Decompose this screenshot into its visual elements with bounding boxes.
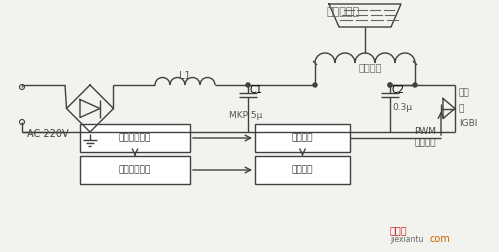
Text: MKP 5μ: MKP 5μ: [230, 110, 262, 119]
Text: 功率: 功率: [459, 88, 470, 98]
Text: PWM: PWM: [414, 127, 436, 136]
Text: 管: 管: [459, 104, 465, 113]
Text: 低压电源电路: 低压电源电路: [119, 134, 151, 142]
Text: 加热线圈: 加热线圈: [358, 62, 382, 72]
Text: com: com: [430, 234, 451, 244]
Text: 显示电路: 显示电路: [292, 166, 313, 174]
Text: IGBI: IGBI: [459, 119, 478, 129]
Text: .: .: [427, 235, 429, 243]
Bar: [80, 124, 190, 152]
Circle shape: [388, 83, 392, 87]
Bar: [255, 124, 350, 152]
Text: 接线图: 接线图: [390, 225, 408, 235]
Text: C1: C1: [250, 85, 263, 95]
Circle shape: [413, 83, 417, 87]
Bar: [255, 156, 350, 184]
Text: jiexiantu: jiexiantu: [390, 235, 423, 243]
Text: 系统检测电路: 系统检测电路: [119, 166, 151, 174]
Text: L1: L1: [179, 71, 191, 81]
Text: 0.3μ: 0.3μ: [392, 103, 412, 111]
Text: 开关脉冲: 开关脉冲: [415, 139, 436, 147]
Text: 控制电路: 控制电路: [292, 134, 313, 142]
Circle shape: [313, 83, 317, 87]
Text: AC 220V: AC 220V: [27, 129, 69, 139]
Circle shape: [388, 83, 392, 87]
Bar: [80, 156, 190, 184]
Text: 铁制平底锅: 铁制平底锅: [327, 7, 360, 17]
Circle shape: [246, 83, 250, 87]
Text: C2: C2: [392, 85, 405, 95]
